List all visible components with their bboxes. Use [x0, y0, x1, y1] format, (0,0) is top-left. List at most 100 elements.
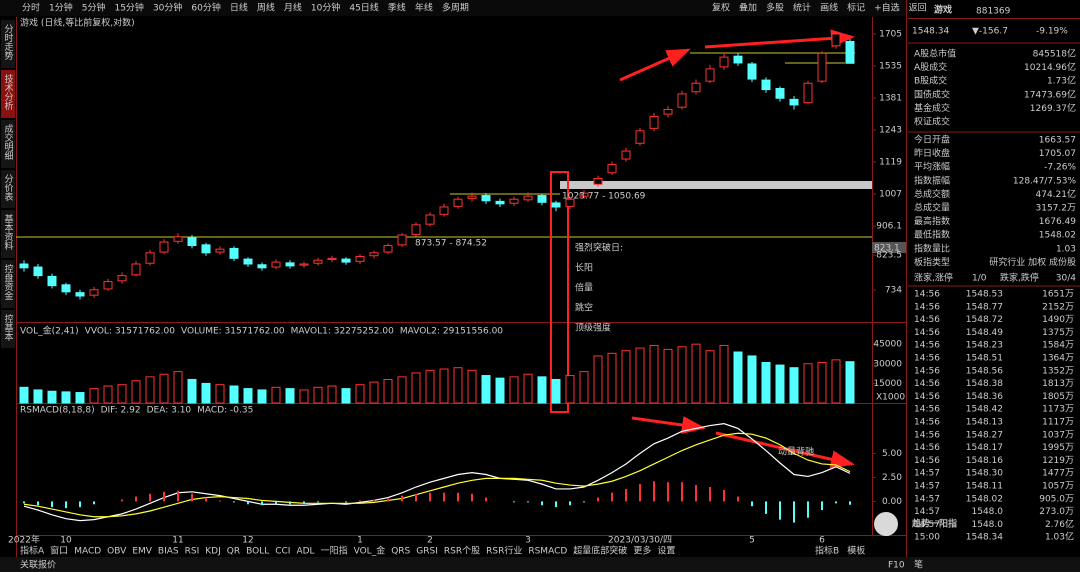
status-text[interactable]: 关联报价	[20, 559, 56, 571]
indicator-tab[interactable]: QRS	[391, 547, 410, 557]
volume-bar	[537, 376, 547, 404]
period-tab[interactable]: 季线	[388, 2, 406, 14]
period-tab[interactable]: 10分钟	[311, 2, 340, 14]
trade-volume: 1219万	[1042, 456, 1074, 466]
side-tab[interactable]: 控基本	[3, 313, 14, 342]
tool-button[interactable]: 叠加	[739, 3, 757, 14]
stat-value: 845518亿	[1033, 48, 1076, 60]
tool-button[interactable]: 画线	[820, 2, 838, 14]
tool-button[interactable]: 标记	[847, 2, 865, 14]
trade-time: 14:56	[914, 456, 940, 466]
trade-volume: 1813万	[1042, 379, 1074, 389]
side-tab[interactable]: 控盘资金	[3, 263, 14, 300]
indicator-tab[interactable]: QR	[227, 547, 240, 557]
status-text[interactable]: F10	[888, 561, 905, 571]
status-text[interactable]: 笔	[914, 559, 923, 571]
stat-label: 总成交量	[914, 202, 950, 214]
period-tab[interactable]: 15分钟	[114, 2, 143, 14]
period-tab[interactable]: 多周期	[442, 2, 469, 14]
trade-volume: 1173万	[1042, 405, 1074, 415]
trade-price: 1548.36	[966, 392, 1003, 402]
period-tab[interactable]: 45日线	[349, 2, 378, 14]
indicator-tab[interactable]: RSMACD	[528, 547, 567, 557]
stat-value: 研究行业 加权 成份股	[989, 256, 1076, 268]
indicator-tab[interactable]: 一阳指	[321, 545, 348, 557]
indicator-tab[interactable]: BOLL	[246, 547, 269, 557]
candle-body	[817, 52, 827, 82]
range-label: 1023.77 - 1050.69	[562, 192, 646, 202]
indicator-tab[interactable]: 窗口	[50, 545, 68, 557]
candle-body	[523, 195, 533, 201]
volume-bar	[663, 348, 673, 404]
period-tab[interactable]: 5分钟	[82, 2, 106, 14]
indicator-tab[interactable]: 设置	[657, 546, 675, 557]
indicator-tab[interactable]: MACD	[74, 547, 101, 557]
candle-body	[327, 257, 337, 260]
trade-time: 14:57	[914, 520, 940, 530]
candle-body	[691, 82, 701, 93]
tool-button[interactable]: +自选	[874, 2, 900, 14]
side-tab[interactable]: 分价表	[3, 174, 14, 202]
indicator-tab[interactable]: BIAS	[158, 547, 179, 557]
indicator-tab[interactable]: 超量底部突破	[573, 545, 627, 557]
divergence-arrow	[631, 416, 706, 434]
trade-time: 15:00	[914, 533, 940, 543]
x-tick-label: 1	[357, 536, 363, 546]
volume-bar	[453, 367, 463, 404]
period-tab[interactable]: 60分钟	[191, 2, 220, 14]
trade-time: 14:56	[914, 290, 940, 300]
trade-time: 14:56	[914, 315, 940, 325]
tool-button[interactable]: 统计	[793, 2, 811, 14]
watermark-icon	[874, 512, 898, 536]
annotation: 动量背驰	[778, 446, 814, 458]
y-tick-label: 0.00	[882, 497, 902, 507]
trend-arrow	[619, 48, 691, 82]
indicator-tab[interactable]: 指标B	[815, 545, 839, 557]
x-tick-label: 10	[60, 536, 72, 546]
indicator-tab[interactable]: KDJ	[205, 547, 221, 557]
stat-label: 基金成交	[914, 102, 950, 114]
volume-bar	[117, 384, 127, 404]
indicator-tab[interactable]: 模板	[847, 545, 865, 557]
y-tick-label: 30000	[873, 359, 902, 369]
period-tab[interactable]: 1分钟	[49, 2, 73, 14]
stat-value: 17473.69亿	[1024, 88, 1076, 100]
volume-bar	[803, 363, 813, 404]
period-tab[interactable]: 周线	[257, 2, 275, 14]
indicator-tab[interactable]: RSI	[185, 547, 200, 557]
stat-label: 权证成交	[914, 116, 950, 128]
period-tab[interactable]: 日线	[230, 2, 248, 14]
indicator-tab[interactable]: GRSI	[416, 547, 438, 557]
trade-price: 1548.51	[966, 354, 1003, 364]
indicator-tab[interactable]: EMV	[132, 547, 152, 557]
stat-label: 最高指数	[914, 215, 950, 227]
indicator-tab[interactable]: ADL	[296, 547, 314, 557]
side-tab[interactable]: 技术分析	[3, 73, 14, 111]
side-tab[interactable]: 分时走势	[3, 24, 14, 61]
side-tab[interactable]: 基本资料	[3, 213, 14, 251]
tool-button[interactable]: 多股	[766, 2, 784, 14]
indicator-tab[interactable]: OBV	[107, 547, 127, 557]
volume-bar	[817, 361, 827, 404]
period-tab[interactable]: 年线	[415, 2, 433, 14]
indicator-tab[interactable]: CCI	[275, 547, 290, 557]
candle-body	[579, 192, 589, 197]
x-tick-label: 3	[525, 536, 531, 546]
volume-bar	[327, 385, 337, 404]
indicator-tab[interactable]: RSR行业	[486, 545, 522, 557]
volume-bar	[173, 371, 183, 404]
y-tick-label: 45000	[873, 340, 902, 350]
indicator-tab[interactable]: 更多	[633, 545, 651, 557]
period-tab[interactable]: 分时	[22, 2, 40, 14]
tool-button[interactable]: 返回	[909, 2, 927, 14]
stat-value: 474.21亿	[1036, 188, 1077, 200]
period-tab[interactable]: 月线	[284, 2, 302, 14]
tool-button[interactable]: 复权	[712, 2, 730, 14]
trade-volume: 1117万	[1042, 418, 1074, 428]
indicator-tab[interactable]: VOL_金	[354, 545, 386, 557]
side-tab[interactable]: 成交明细	[3, 123, 14, 160]
period-tab[interactable]: 30分钟	[153, 2, 182, 14]
indicator-tab[interactable]: RSR个股	[444, 546, 480, 557]
candle-body	[89, 289, 99, 296]
indicator-tab[interactable]: 指标A	[20, 545, 45, 557]
